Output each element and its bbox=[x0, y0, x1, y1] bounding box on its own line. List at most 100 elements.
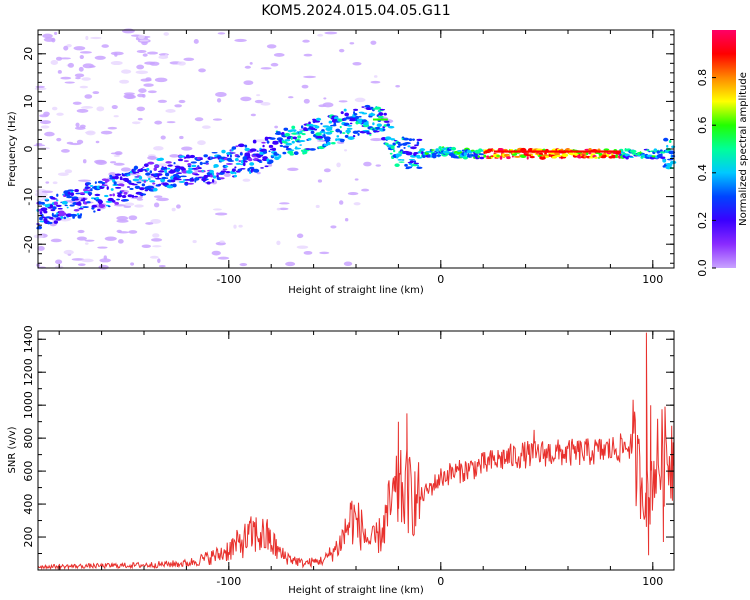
ridge-blob bbox=[409, 160, 415, 163]
noise-patch bbox=[303, 75, 317, 79]
noise-patch bbox=[344, 149, 348, 152]
ridge-blob bbox=[97, 200, 104, 204]
noise-patch bbox=[150, 218, 162, 224]
noise-patch bbox=[124, 94, 136, 100]
noise-patch bbox=[276, 207, 281, 211]
ridge-blob bbox=[339, 130, 342, 134]
noise-patch bbox=[250, 113, 256, 117]
ridge-blob bbox=[414, 152, 419, 154]
ridge-blob bbox=[268, 150, 271, 153]
ridge-blob bbox=[263, 150, 268, 154]
noise-patch bbox=[116, 216, 129, 221]
ridge-blob bbox=[205, 163, 209, 165]
ridge-blob bbox=[234, 171, 237, 175]
noise-patch bbox=[111, 104, 118, 110]
noise-patch bbox=[143, 83, 154, 87]
noise-patch bbox=[375, 164, 382, 167]
noise-patch bbox=[113, 115, 119, 118]
y-tick-label: 400 bbox=[22, 494, 35, 515]
ridge-blob bbox=[166, 184, 174, 189]
ridge-blob bbox=[116, 198, 120, 201]
ridge-blob bbox=[403, 147, 406, 149]
ridge-blob bbox=[133, 165, 139, 170]
ridge-blob bbox=[292, 136, 298, 140]
noise-patch bbox=[77, 263, 86, 266]
ridge-blob bbox=[154, 164, 160, 168]
noise-patch bbox=[101, 44, 109, 48]
noise-patch bbox=[216, 98, 222, 103]
ridge-blob bbox=[511, 155, 514, 158]
ridge-blob bbox=[120, 190, 125, 192]
ridge-blob bbox=[323, 131, 326, 135]
ridge-blob bbox=[318, 138, 322, 141]
ridge-blob bbox=[343, 108, 347, 112]
ridge-blob bbox=[164, 166, 167, 170]
ridge-blob bbox=[127, 194, 133, 198]
ridge-blob bbox=[173, 161, 176, 165]
ridge-blob bbox=[205, 160, 209, 163]
ridge-blob bbox=[221, 149, 226, 154]
ridge-blob bbox=[165, 177, 169, 179]
ridge-blob bbox=[180, 167, 186, 171]
ridge-blob bbox=[656, 150, 661, 154]
noise-patch bbox=[120, 167, 131, 172]
ridge-blob bbox=[132, 171, 137, 174]
noise-patch bbox=[278, 202, 290, 205]
noise-patch bbox=[287, 96, 294, 99]
ridge-blob bbox=[133, 195, 138, 198]
noise-patch bbox=[60, 76, 72, 80]
noise-patch bbox=[197, 140, 206, 146]
noise-patch bbox=[40, 125, 50, 129]
noise-patch bbox=[193, 38, 199, 44]
ridge-blob bbox=[637, 154, 641, 157]
ridge-blob bbox=[301, 132, 306, 136]
ridge-blob bbox=[416, 138, 423, 142]
ridge-blob bbox=[536, 153, 540, 155]
noise-patch bbox=[171, 207, 176, 212]
ridge-blob bbox=[282, 151, 287, 155]
noise-patch bbox=[349, 42, 355, 45]
noise-patch bbox=[176, 204, 181, 209]
ridge-blob bbox=[283, 127, 289, 131]
ridge-blob bbox=[620, 151, 626, 154]
noise-patch bbox=[223, 172, 231, 178]
ridge-blob bbox=[398, 161, 405, 163]
ridge-blob bbox=[190, 161, 197, 164]
noise-patch bbox=[57, 172, 69, 177]
ridge-blob bbox=[299, 144, 303, 146]
ridge-blob bbox=[184, 183, 188, 186]
ridge-blob bbox=[69, 204, 75, 207]
ridge-blob bbox=[184, 179, 191, 181]
ridge-blob bbox=[67, 189, 75, 192]
ridge-blob bbox=[43, 210, 48, 214]
noise-patch bbox=[240, 96, 252, 102]
ridge-blob bbox=[56, 193, 59, 197]
ridge-blob bbox=[91, 207, 95, 210]
noise-patch bbox=[43, 111, 50, 117]
ridge-blob bbox=[375, 126, 381, 130]
noise-patch bbox=[121, 69, 132, 74]
noise-patch bbox=[74, 73, 85, 78]
ridge-blob bbox=[272, 141, 279, 145]
noise-patch bbox=[336, 162, 341, 168]
ridge-blob bbox=[416, 164, 420, 167]
noise-patch bbox=[249, 61, 253, 65]
ridge-blob bbox=[224, 165, 229, 168]
noise-patch bbox=[57, 69, 62, 74]
ridge-blob bbox=[249, 148, 257, 152]
ridge-blob bbox=[411, 138, 415, 141]
ridge-blob bbox=[382, 128, 386, 132]
ridge-blob bbox=[324, 138, 331, 142]
ridge-blob bbox=[135, 171, 140, 173]
spectrogram-marks bbox=[33, 28, 677, 270]
noise-patch bbox=[270, 62, 279, 67]
ridge-blob bbox=[172, 183, 177, 188]
noise-patch bbox=[44, 131, 55, 137]
ridge-blob bbox=[334, 116, 339, 120]
ridge-blob bbox=[227, 160, 235, 162]
ridge-blob bbox=[262, 156, 268, 160]
ridge-blob bbox=[462, 156, 468, 160]
ridge-blob bbox=[55, 204, 62, 208]
ridge-blob bbox=[145, 172, 151, 176]
